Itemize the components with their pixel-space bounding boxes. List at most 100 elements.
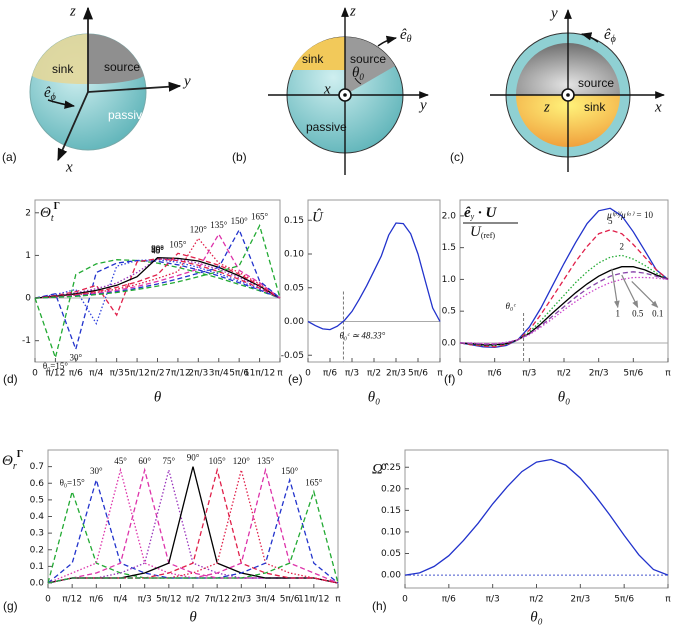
sink-region: [292, 36, 345, 70]
x-axis-dot: [343, 93, 347, 97]
panel-label: (c): [450, 150, 464, 164]
x-tick-label: 3π/4: [209, 369, 229, 379]
series-label: θ₀=15°: [43, 361, 69, 371]
x-tick-label: 5π/12: [156, 595, 182, 605]
series-label: 150°: [231, 216, 249, 226]
line-series: [404, 458, 669, 576]
series-label: 0.1: [652, 308, 663, 318]
series-label: 60°: [151, 245, 164, 255]
line-series: [47, 467, 339, 584]
series-label: 105°: [169, 239, 187, 249]
y-axis: [87, 81, 182, 93]
y-title-sub: t: [51, 213, 54, 224]
unit-vector-base: ê: [44, 85, 51, 101]
z-axis-dot: [566, 93, 570, 97]
y-axis-title-numerator: êy · U: [464, 205, 497, 221]
y-tick-label: 0.5: [442, 307, 456, 317]
region-label: sink: [584, 100, 606, 114]
panel-label: (f): [444, 372, 455, 386]
panel-label: (d): [3, 372, 18, 386]
line-series: [460, 276, 669, 345]
unit-vector: êϕ: [44, 85, 56, 103]
x-tick-label: 0: [305, 369, 311, 379]
x-tick-label: 5π/6: [229, 369, 249, 379]
x-tick-label: π/2: [557, 369, 571, 379]
panel-label: (e): [288, 372, 303, 386]
y-tick-label: 0.0: [442, 338, 457, 348]
y-title-sup: Γ: [17, 449, 23, 460]
series-label: 90°: [187, 453, 200, 463]
x-tick-label: π/2: [529, 595, 543, 605]
axis-name: y: [418, 97, 427, 113]
unit-arrow: [580, 32, 599, 43]
x-tick-label: π/3: [110, 369, 124, 379]
line-series: [34, 256, 281, 299]
x-tick-label: π/6: [69, 369, 83, 379]
panel-label: (a): [2, 150, 17, 164]
y-tick-label: 1.5: [442, 243, 456, 253]
x-tick-label: 2π/3: [188, 369, 208, 379]
x-tick-label: π/3: [522, 369, 536, 379]
y-tick-label: 0.7: [30, 462, 44, 472]
label-arrow: [631, 280, 659, 308]
angle-label: θ0: [352, 65, 364, 82]
y-title-den-base: U: [470, 224, 482, 240]
series-label: 5: [608, 216, 613, 226]
unit-vector-sub: θ: [407, 34, 412, 45]
line-series: [34, 259, 281, 352]
series-label: 60°: [138, 456, 151, 466]
series-label: 120°: [190, 224, 208, 234]
series-label: 10: [644, 210, 654, 220]
y-tick-label: 0.10: [381, 527, 401, 537]
x-axis-title: θ: [189, 609, 197, 625]
series-label: 120°: [233, 456, 251, 466]
x-tick-label: 5π/6: [614, 595, 634, 605]
line-series: [34, 259, 281, 361]
region-label: sink: [302, 52, 324, 66]
series-label: 90°: [151, 244, 164, 254]
series-label: 75°: [151, 245, 164, 255]
x-tick-label: 0: [402, 595, 408, 605]
y-tick-label: 0.00: [284, 317, 304, 327]
y-tick-label: 0.5: [30, 495, 44, 505]
x-tick-label: 11π/12: [298, 595, 329, 605]
y-tick-label: 1.0: [442, 275, 457, 285]
label-arrow: [611, 268, 620, 309]
series-label: 0.5: [632, 308, 644, 318]
x-axis: [57, 91, 89, 162]
y-title-base: Θ: [2, 453, 13, 469]
line-series: [34, 252, 281, 299]
panel-label: (g): [3, 599, 18, 613]
line-series: [34, 237, 281, 299]
unit-vector-sub: ϕ: [51, 92, 56, 103]
angle-arc: [354, 77, 362, 85]
y-tick-label: 0.15: [381, 506, 401, 516]
x-tick-label: π/6: [442, 595, 456, 605]
series-label: 165°: [251, 212, 269, 222]
legend-title: μ⁽ᵖ⁾/μ⁽ᵃ⁾ =: [606, 210, 642, 220]
region-label: source: [104, 60, 140, 74]
source-cap: [88, 33, 144, 85]
axis-name: x: [654, 99, 662, 115]
unit-vector-sub: ϕ: [611, 34, 616, 45]
x-axis-title: θ₀: [530, 609, 543, 625]
series-label: 165°: [305, 478, 323, 488]
unit-vector-base: ê: [400, 27, 407, 43]
x-tick-label: 7π/12: [165, 369, 191, 379]
y-title-sub: r: [13, 461, 17, 472]
panel-label: (h): [372, 599, 387, 613]
line-series: [47, 467, 339, 584]
x-tick-label: π/4: [113, 595, 127, 605]
region-label: passive: [108, 108, 149, 122]
line-series: [307, 222, 441, 331]
y-axis-title: Û: [312, 208, 324, 225]
unit-vector: êϕ: [604, 27, 616, 45]
x-axis-title: θ₀: [558, 389, 571, 405]
line-series: [47, 477, 339, 584]
line-series: [47, 467, 339, 584]
x-tick-label: π/2: [367, 369, 381, 379]
region-label: source: [350, 52, 386, 66]
x-tick-label: π/4: [89, 369, 103, 379]
series-label: 45°: [151, 246, 164, 256]
